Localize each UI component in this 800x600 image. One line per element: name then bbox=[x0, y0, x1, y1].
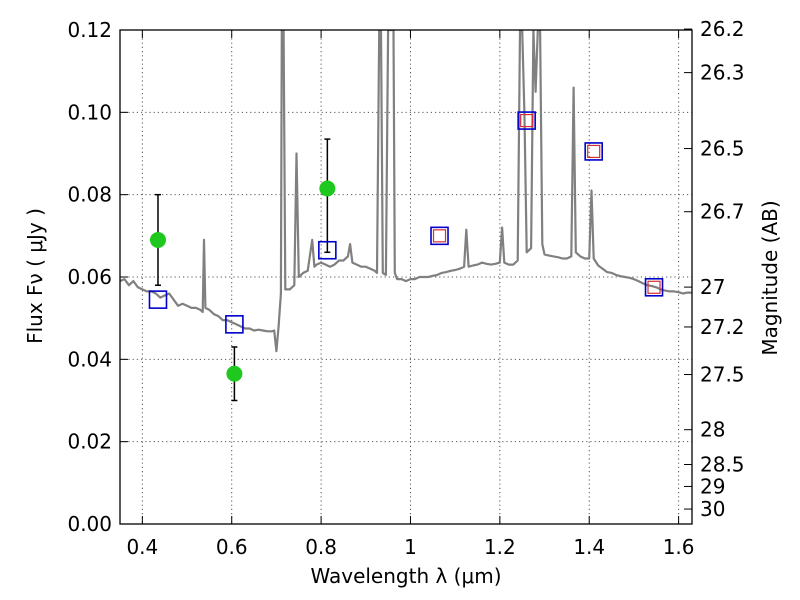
model-point-blue bbox=[584, 142, 603, 161]
model-point-red bbox=[647, 280, 661, 294]
model-point-blue bbox=[148, 290, 168, 309]
observed-point bbox=[226, 365, 243, 382]
y-tick-label: 0.10 bbox=[67, 100, 112, 124]
y-tick-label: 0.04 bbox=[67, 347, 112, 371]
mag-tick-label: 30 bbox=[700, 497, 725, 521]
mag-tick-label: 26.3 bbox=[700, 61, 745, 85]
x-tick-label: 1.2 bbox=[484, 535, 516, 559]
y-tick-label: 0.06 bbox=[67, 265, 112, 289]
model-point-blue bbox=[318, 240, 337, 260]
model-point-red bbox=[520, 113, 534, 128]
model-point-blue bbox=[430, 226, 449, 246]
y-tick-label: 0.00 bbox=[67, 512, 112, 536]
y2-axis-title: Magnitude (AB) bbox=[758, 200, 782, 355]
y-tick-label: 0.12 bbox=[67, 18, 112, 42]
x-tick-label: 1.4 bbox=[573, 535, 605, 559]
model-point-red bbox=[587, 144, 601, 159]
mag-tick-label: 27.2 bbox=[700, 315, 745, 339]
model-point-blue bbox=[225, 315, 244, 334]
x-tick-label: 0.8 bbox=[305, 535, 337, 559]
mag-tick-label: 27.5 bbox=[700, 363, 745, 387]
mag-tick-label: 28.5 bbox=[700, 452, 745, 476]
model-point-blue bbox=[644, 277, 664, 297]
plot-series bbox=[120, 30, 692, 402]
mag-tick-label: 29 bbox=[700, 474, 725, 498]
mag-tick-label: 26.2 bbox=[700, 17, 745, 41]
observed-point bbox=[319, 180, 336, 197]
observed-point bbox=[149, 231, 166, 248]
mag-tick-label: 28 bbox=[700, 418, 725, 442]
model-point-blue bbox=[517, 111, 536, 130]
mag-tick-label: 27 bbox=[700, 275, 725, 299]
axis-ticks bbox=[120, 28, 692, 525]
x-tick-label: 1 bbox=[404, 535, 417, 559]
y-axis-title: Flux Fν ( μJy ) bbox=[23, 208, 47, 344]
x-tick-label: 0.4 bbox=[126, 535, 158, 559]
spectrum-line bbox=[120, 30, 692, 353]
mag-tick-label: 26.5 bbox=[700, 137, 745, 161]
tick-labels: 0.4 0.6 0.8 1 1.2 1.4 1.6 0.00 0.02 0.04 0.06 0.08 0… bbox=[67, 17, 744, 559]
y-tick-label: 0.08 bbox=[67, 183, 112, 207]
mag-tick-label: 26.7 bbox=[700, 200, 745, 224]
x-tick-label: 1.6 bbox=[663, 535, 695, 559]
y-tick-label: 0.02 bbox=[67, 430, 112, 454]
x-axis-title: Wavelength λ (μm) bbox=[310, 564, 501, 588]
model-point-red bbox=[432, 229, 447, 243]
x-tick-label: 0.6 bbox=[216, 535, 248, 559]
